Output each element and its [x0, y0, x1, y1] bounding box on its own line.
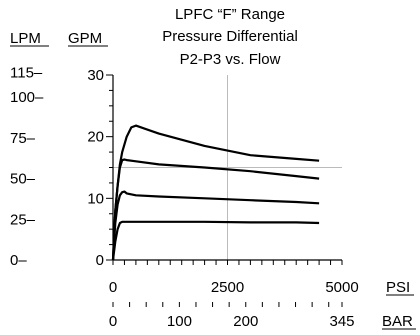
- secondary-y-tick-label: 50–: [10, 171, 36, 188]
- series-line-2: [111, 190, 320, 261]
- secondary-y-tick-label: 0–: [10, 252, 27, 269]
- secondary-y-tick-label: 100–: [10, 89, 44, 106]
- plot-area: 0 10 20 30 0– 25– 50– 75– 100– 115– 0 2500 5000 0 100 2…: [10, 65, 359, 330]
- secondary-x-tick-label: 100: [167, 313, 192, 330]
- series-line-3: [111, 158, 320, 261]
- chart-title-line-1: LPFC “F” Range: [175, 6, 285, 23]
- secondary-x-tick-label: 0: [109, 313, 117, 330]
- secondary-y-axis-label: LPM: [10, 30, 41, 47]
- secondary-x-axis-label: BAR: [382, 313, 413, 330]
- y-tick-label: 30: [87, 67, 104, 84]
- y-axis-label: GPM: [68, 30, 102, 47]
- chart-title-line-2: Pressure Differential: [162, 28, 298, 45]
- x-tick-label: 0: [109, 279, 117, 296]
- y-tick-label: 10: [87, 190, 104, 207]
- x-tick-label: 5000: [325, 279, 358, 296]
- y-tick-label: 20: [87, 129, 104, 146]
- secondary-y-tick-label: 115–: [10, 65, 43, 82]
- series-line-1: [111, 220, 320, 261]
- secondary-x-tick-label: 345: [329, 313, 354, 330]
- secondary-y-tick-label: 75–: [10, 130, 36, 147]
- x-axis-label: PSI: [386, 279, 410, 296]
- chart-title-line-3: P2-P3 vs. Flow: [180, 51, 281, 68]
- secondary-x-tick-label: 200: [233, 313, 258, 330]
- y-tick-label: 0: [96, 252, 104, 269]
- series-line-4: [111, 124, 320, 261]
- secondary-y-tick-label: 25–: [10, 211, 36, 228]
- x-tick-label: 2500: [211, 279, 244, 296]
